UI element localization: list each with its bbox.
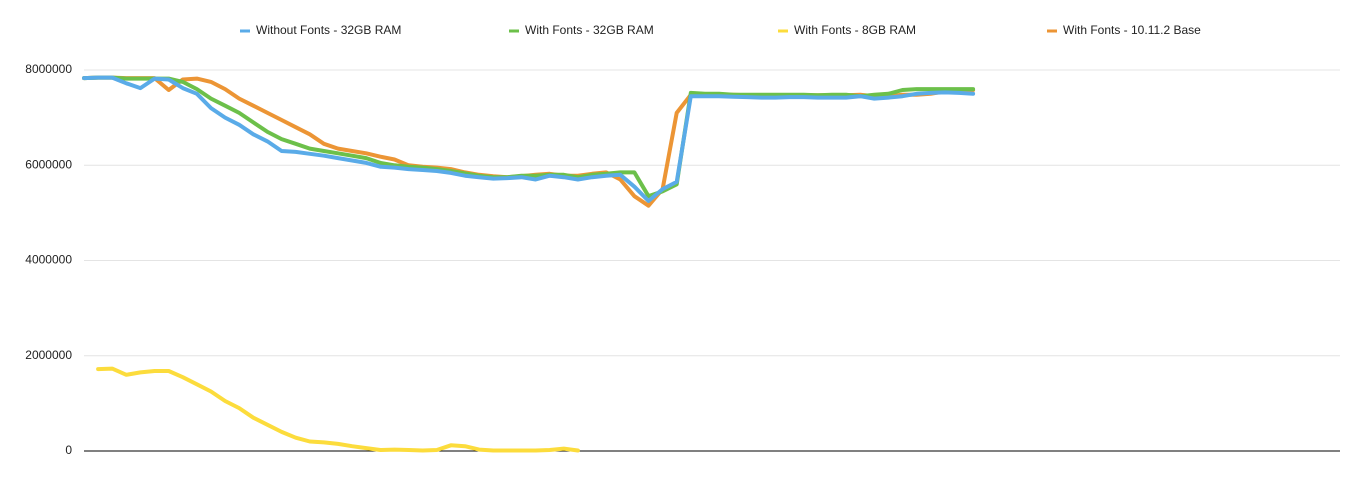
y-tick-label: 0: [65, 443, 72, 457]
y-tick-label: 8000000: [25, 62, 72, 76]
y-tick-label: 6000000: [25, 157, 72, 171]
y-tick-label: 2000000: [25, 348, 72, 362]
series-line: [82, 75, 976, 199]
y-tick-label: 4000000: [25, 253, 72, 267]
legend-label: With Fonts - 10.11.2 Base: [1063, 23, 1201, 37]
legend-label: With Fonts - 32GB RAM: [525, 23, 654, 37]
legend-label: With Fonts - 8GB RAM: [794, 23, 916, 37]
series-line: [96, 366, 580, 453]
series-line: [82, 75, 976, 203]
legend-label: Without Fonts - 32GB RAM: [256, 23, 401, 37]
